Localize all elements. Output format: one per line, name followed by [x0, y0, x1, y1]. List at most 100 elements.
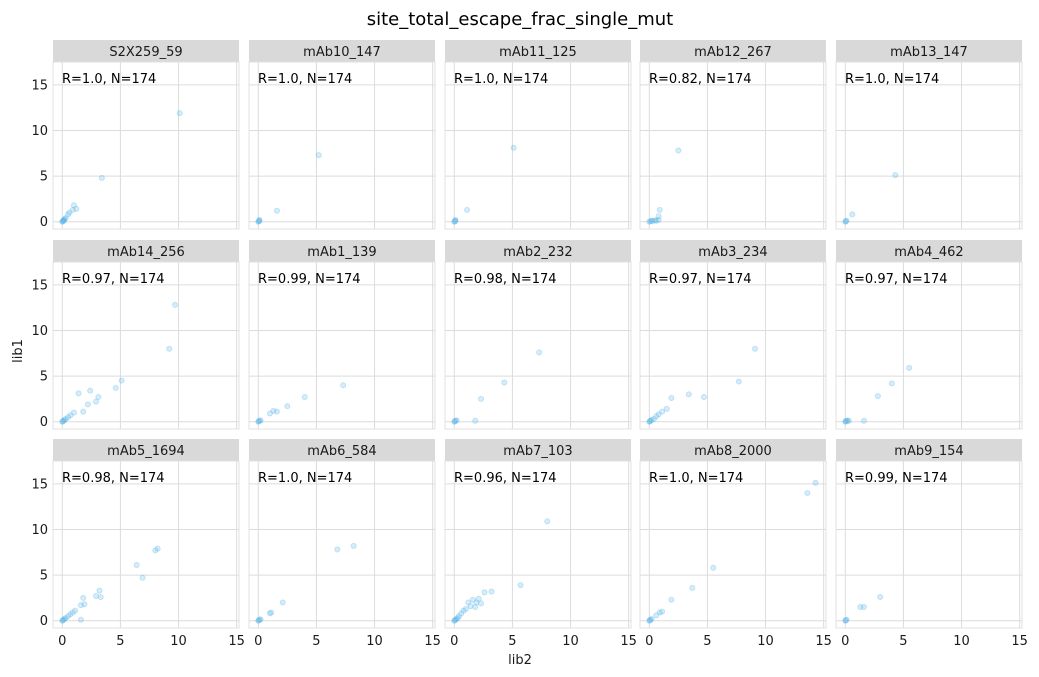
- data-point: [84, 401, 91, 408]
- data-point: [685, 391, 692, 398]
- data-point: [455, 613, 462, 620]
- data-point: [647, 616, 654, 623]
- data-point: [700, 394, 707, 401]
- data-point: [464, 206, 471, 213]
- data-point: [256, 217, 263, 224]
- data-point: [255, 418, 262, 425]
- facet-panel: mAb8_2000 R=1.0, N=174 0 5 10 15: [639, 439, 832, 649]
- panel-frame: [248, 460, 436, 629]
- facet-strip-label: S2X259_59: [109, 45, 182, 60]
- data-point: [70, 202, 77, 209]
- data-point: [256, 216, 263, 223]
- data-point: [668, 596, 675, 603]
- data-point: [663, 405, 670, 412]
- y-tick-label: 0: [40, 215, 48, 230]
- facet-strip-label: mAb5_1694: [107, 444, 185, 459]
- data-point: [653, 217, 660, 224]
- data-point: [478, 600, 485, 607]
- data-point: [655, 411, 662, 418]
- data-point: [648, 217, 655, 224]
- data-point: [888, 380, 895, 387]
- data-point: [453, 417, 460, 424]
- data-point: [652, 217, 659, 224]
- data-point: [60, 616, 67, 623]
- data-point: [752, 345, 759, 352]
- x-tick-label: 0: [841, 634, 849, 649]
- correlation-annotation: R=0.99, N=174: [845, 471, 948, 486]
- data-point: [460, 607, 467, 614]
- facet-strip: [445, 439, 631, 461]
- data-point: [62, 415, 69, 422]
- data-point: [843, 616, 850, 623]
- data-point: [97, 593, 104, 600]
- facet-strip-label: mAb3_234: [698, 245, 767, 260]
- data-point: [257, 417, 264, 424]
- x-tick-label: 10: [757, 634, 774, 649]
- facet-strip: [640, 439, 826, 461]
- data-point: [61, 416, 68, 423]
- data-point: [98, 174, 105, 181]
- facet-strip-label: mAb9_154: [894, 444, 963, 459]
- correlation-annotation: R=1.0, N=174: [62, 72, 156, 87]
- data-point: [270, 407, 277, 414]
- x-tick-label: 5: [703, 634, 711, 649]
- facet-strip: [640, 40, 826, 62]
- correlation-annotation: R=0.99, N=174: [258, 272, 361, 287]
- data-point: [77, 616, 84, 623]
- data-point: [95, 394, 102, 401]
- data-point: [465, 599, 472, 606]
- data-point: [458, 610, 465, 617]
- data-point: [653, 413, 660, 420]
- facet-strip-label: mAb4_462: [894, 245, 963, 260]
- data-point: [453, 615, 460, 622]
- data-point: [452, 216, 459, 223]
- data-point: [646, 418, 653, 425]
- facet-panel: mAb14_256 R=0.97, N=174 0 5 10 15: [31, 240, 240, 430]
- data-point: [334, 546, 341, 553]
- x-tick-label: 10: [562, 634, 579, 649]
- data-point: [689, 584, 696, 591]
- facet-strip: [836, 40, 1022, 62]
- data-point: [874, 393, 881, 400]
- data-point: [648, 416, 655, 423]
- data-point: [647, 218, 654, 225]
- data-point: [451, 617, 458, 624]
- facet-strip: [836, 240, 1022, 262]
- data-point: [510, 144, 517, 151]
- data-point: [481, 589, 488, 596]
- data-point: [65, 613, 72, 620]
- panel-frame: [444, 261, 632, 430]
- data-point: [877, 593, 884, 600]
- data-point: [475, 595, 482, 602]
- data-point: [655, 213, 662, 220]
- data-point: [61, 216, 68, 223]
- panel-frame: [835, 460, 1023, 629]
- data-point: [842, 418, 849, 425]
- data-point: [860, 417, 867, 424]
- x-tick-label: 5: [508, 634, 516, 649]
- data-point: [650, 415, 657, 422]
- data-point: [451, 617, 458, 624]
- data-point: [273, 207, 280, 214]
- facet-strip-label: mAb13_147: [890, 45, 968, 60]
- data-point: [892, 172, 899, 179]
- y-tick-label: 5: [40, 170, 48, 185]
- data-point: [350, 542, 357, 549]
- facet-strip-label: mAb8_2000: [694, 444, 772, 459]
- data-point: [845, 417, 852, 424]
- correlation-annotation: R=1.0, N=174: [258, 72, 352, 87]
- x-tick-label: 5: [312, 634, 320, 649]
- data-point: [469, 596, 476, 603]
- data-point: [488, 588, 495, 595]
- facet-strip: [249, 439, 435, 461]
- panel-frame: [639, 261, 827, 430]
- data-point: [81, 601, 88, 608]
- data-point: [646, 418, 653, 425]
- data-point: [536, 349, 543, 356]
- data-point: [675, 147, 682, 154]
- panel-frame: [639, 61, 827, 230]
- data-point: [255, 418, 262, 425]
- data-point: [80, 408, 87, 415]
- facet-strip: [445, 40, 631, 62]
- facet-panel: mAb6_584 R=1.0, N=174 0 5 10 15: [248, 439, 441, 649]
